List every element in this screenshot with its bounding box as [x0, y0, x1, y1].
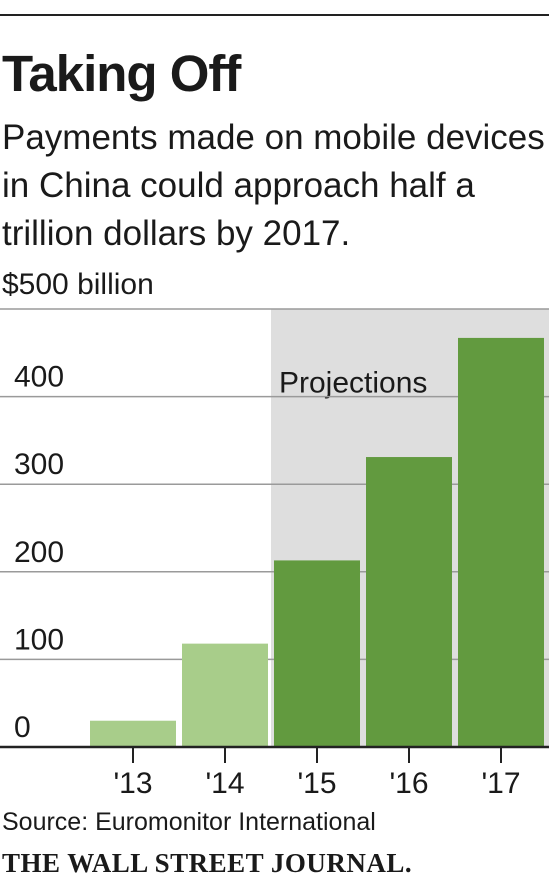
bar: [182, 643, 268, 747]
x-tick-label: '14: [205, 767, 244, 800]
y-tick-label: 400: [14, 361, 64, 394]
y-tick-label: 300: [14, 448, 64, 481]
y-axis-unit-label: $500 billion: [2, 268, 154, 301]
top-rule: [0, 14, 549, 16]
x-tick-label: '13: [113, 767, 152, 800]
chart-title: Taking Off: [2, 45, 241, 102]
source-note: Source: Euromonitor International: [2, 808, 376, 836]
chart-subtitle: Payments made on mobile devices in China…: [2, 118, 545, 253]
x-tick-label: '16: [389, 767, 428, 800]
projections-label: Projections: [279, 367, 427, 400]
bar: [90, 720, 176, 747]
bar: [458, 337, 544, 747]
y-tick-label: 100: [14, 623, 64, 656]
x-tick-label: '15: [297, 767, 336, 800]
y-tick-label: 0: [14, 711, 31, 744]
publisher-logo: THE WALL STREET JOURNAL.: [2, 848, 413, 878]
y-tick-label: 200: [14, 536, 64, 569]
x-tick-label: '17: [481, 767, 520, 800]
bar: [366, 457, 452, 747]
bar: [274, 560, 360, 747]
